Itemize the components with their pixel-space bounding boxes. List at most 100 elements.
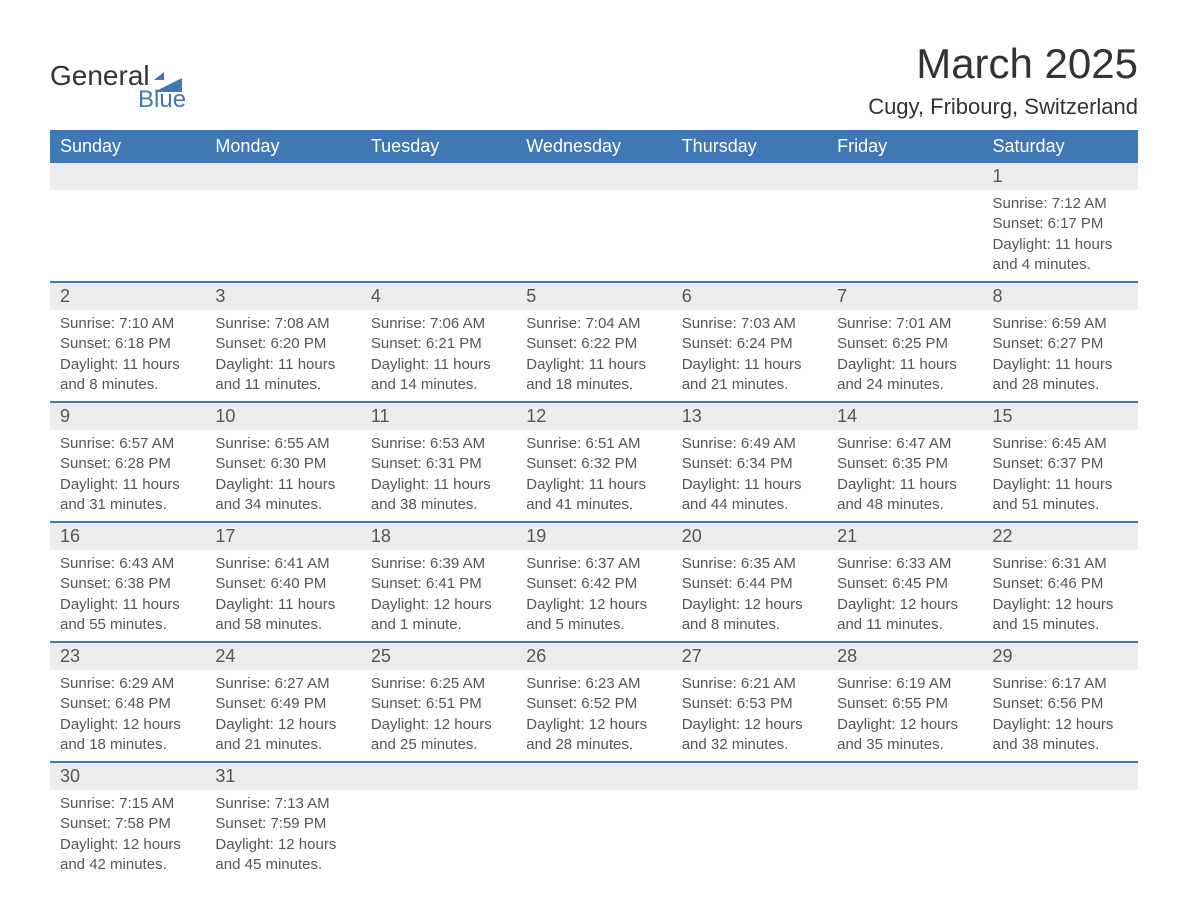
day-number-cell: 29 bbox=[983, 642, 1138, 670]
day-number-cell: 25 bbox=[361, 642, 516, 670]
daylight-line: Daylight: 11 hours and 24 minutes. bbox=[837, 355, 972, 396]
day-detail-cell: Sunrise: 6:25 AMSunset: 6:51 PMDaylight:… bbox=[361, 670, 516, 762]
detail-row: Sunrise: 6:29 AMSunset: 6:48 PMDaylight:… bbox=[50, 670, 1138, 762]
day-detail-cell bbox=[672, 790, 827, 881]
day-detail-cell: Sunrise: 6:29 AMSunset: 6:48 PMDaylight:… bbox=[50, 670, 205, 762]
day-number-cell: 18 bbox=[361, 522, 516, 550]
day-number-cell: 7 bbox=[827, 282, 982, 310]
day-number-cell: 17 bbox=[205, 522, 360, 550]
day-detail-cell: Sunrise: 6:59 AMSunset: 6:27 PMDaylight:… bbox=[983, 310, 1138, 402]
daylight-line: Daylight: 12 hours and 21 minutes. bbox=[215, 715, 350, 756]
detail-row: Sunrise: 7:12 AMSunset: 6:17 PMDaylight:… bbox=[50, 190, 1138, 282]
day-detail-cell: Sunrise: 6:57 AMSunset: 6:28 PMDaylight:… bbox=[50, 430, 205, 522]
day-detail-cell: Sunrise: 6:21 AMSunset: 6:53 PMDaylight:… bbox=[672, 670, 827, 762]
daylight-line: Daylight: 12 hours and 35 minutes. bbox=[837, 715, 972, 756]
day-number-cell: 6 bbox=[672, 282, 827, 310]
sunset-line: Sunset: 6:24 PM bbox=[682, 334, 817, 354]
sunset-line: Sunset: 6:46 PM bbox=[993, 574, 1128, 594]
sunset-line: Sunset: 6:45 PM bbox=[837, 574, 972, 594]
sunset-line: Sunset: 6:37 PM bbox=[993, 454, 1128, 474]
sunset-line: Sunset: 6:31 PM bbox=[371, 454, 506, 474]
day-detail-cell: Sunrise: 7:03 AMSunset: 6:24 PMDaylight:… bbox=[672, 310, 827, 402]
day-number-cell: 5 bbox=[516, 282, 671, 310]
day-number-cell: 21 bbox=[827, 522, 982, 550]
day-detail-cell bbox=[361, 790, 516, 881]
day-detail-cell: Sunrise: 6:33 AMSunset: 6:45 PMDaylight:… bbox=[827, 550, 982, 642]
sunrise-line: Sunrise: 6:21 AM bbox=[682, 674, 817, 694]
sunrise-line: Sunrise: 6:37 AM bbox=[526, 554, 661, 574]
sunset-line: Sunset: 6:40 PM bbox=[215, 574, 350, 594]
daylight-line: Daylight: 11 hours and 51 minutes. bbox=[993, 475, 1128, 516]
sunrise-line: Sunrise: 6:47 AM bbox=[837, 434, 972, 454]
sunset-line: Sunset: 6:42 PM bbox=[526, 574, 661, 594]
sunrise-line: Sunrise: 6:57 AM bbox=[60, 434, 195, 454]
daylight-line: Daylight: 11 hours and 4 minutes. bbox=[993, 235, 1128, 276]
sunrise-line: Sunrise: 7:01 AM bbox=[837, 314, 972, 334]
day-number-cell: 8 bbox=[983, 282, 1138, 310]
sunset-line: Sunset: 6:35 PM bbox=[837, 454, 972, 474]
sunrise-line: Sunrise: 6:35 AM bbox=[682, 554, 817, 574]
day-number-cell bbox=[205, 163, 360, 190]
daynum-row: 2345678 bbox=[50, 282, 1138, 310]
day-detail-cell bbox=[50, 190, 205, 282]
logo-top-row: General bbox=[50, 60, 182, 92]
day-number-cell bbox=[672, 762, 827, 790]
daynum-row: 16171819202122 bbox=[50, 522, 1138, 550]
calendar-table: Sunday Monday Tuesday Wednesday Thursday… bbox=[50, 130, 1138, 881]
sunrise-line: Sunrise: 7:15 AM bbox=[60, 794, 195, 814]
location: Cugy, Fribourg, Switzerland bbox=[868, 94, 1138, 120]
daylight-line: Daylight: 11 hours and 11 minutes. bbox=[215, 355, 350, 396]
sunrise-line: Sunrise: 6:19 AM bbox=[837, 674, 972, 694]
day-number-cell bbox=[983, 762, 1138, 790]
day-detail-cell: Sunrise: 6:37 AMSunset: 6:42 PMDaylight:… bbox=[516, 550, 671, 642]
day-detail-cell: Sunrise: 6:47 AMSunset: 6:35 PMDaylight:… bbox=[827, 430, 982, 522]
day-number-cell: 20 bbox=[672, 522, 827, 550]
daylight-line: Daylight: 11 hours and 38 minutes. bbox=[371, 475, 506, 516]
day-number-cell: 10 bbox=[205, 402, 360, 430]
day-detail-cell: Sunrise: 7:15 AMSunset: 7:58 PMDaylight:… bbox=[50, 790, 205, 881]
daylight-line: Daylight: 12 hours and 11 minutes. bbox=[837, 595, 972, 636]
daynum-row: 23242526272829 bbox=[50, 642, 1138, 670]
daylight-line: Daylight: 11 hours and 18 minutes. bbox=[526, 355, 661, 396]
detail-row: Sunrise: 7:10 AMSunset: 6:18 PMDaylight:… bbox=[50, 310, 1138, 402]
sunset-line: Sunset: 6:17 PM bbox=[993, 214, 1128, 234]
daylight-line: Daylight: 12 hours and 1 minute. bbox=[371, 595, 506, 636]
daylight-line: Daylight: 12 hours and 42 minutes. bbox=[60, 835, 195, 876]
day-detail-cell: Sunrise: 6:19 AMSunset: 6:55 PMDaylight:… bbox=[827, 670, 982, 762]
daylight-line: Daylight: 12 hours and 25 minutes. bbox=[371, 715, 506, 756]
daylight-line: Daylight: 11 hours and 48 minutes. bbox=[837, 475, 972, 516]
day-detail-cell bbox=[983, 790, 1138, 881]
day-number-cell bbox=[672, 163, 827, 190]
sunset-line: Sunset: 6:44 PM bbox=[682, 574, 817, 594]
sunset-line: Sunset: 6:22 PM bbox=[526, 334, 661, 354]
detail-row: Sunrise: 7:15 AMSunset: 7:58 PMDaylight:… bbox=[50, 790, 1138, 881]
daynum-row: 9101112131415 bbox=[50, 402, 1138, 430]
day-detail-cell: Sunrise: 7:01 AMSunset: 6:25 PMDaylight:… bbox=[827, 310, 982, 402]
daylight-line: Daylight: 11 hours and 34 minutes. bbox=[215, 475, 350, 516]
daylight-line: Daylight: 11 hours and 14 minutes. bbox=[371, 355, 506, 396]
sunset-line: Sunset: 6:41 PM bbox=[371, 574, 506, 594]
logo: General Blue bbox=[50, 60, 186, 114]
day-detail-cell: Sunrise: 6:39 AMSunset: 6:41 PMDaylight:… bbox=[361, 550, 516, 642]
day-number-cell bbox=[50, 163, 205, 190]
day-number-cell: 28 bbox=[827, 642, 982, 670]
day-detail-cell: Sunrise: 6:51 AMSunset: 6:32 PMDaylight:… bbox=[516, 430, 671, 522]
day-number-cell bbox=[827, 163, 982, 190]
day-detail-cell: Sunrise: 6:53 AMSunset: 6:31 PMDaylight:… bbox=[361, 430, 516, 522]
day-detail-cell: Sunrise: 6:49 AMSunset: 6:34 PMDaylight:… bbox=[672, 430, 827, 522]
sunrise-line: Sunrise: 6:31 AM bbox=[993, 554, 1128, 574]
sunrise-line: Sunrise: 7:03 AM bbox=[682, 314, 817, 334]
daylight-line: Daylight: 11 hours and 41 minutes. bbox=[526, 475, 661, 516]
sunset-line: Sunset: 7:59 PM bbox=[215, 814, 350, 834]
day-detail-cell bbox=[205, 190, 360, 282]
sunset-line: Sunset: 6:34 PM bbox=[682, 454, 817, 474]
day-detail-cell: Sunrise: 6:55 AMSunset: 6:30 PMDaylight:… bbox=[205, 430, 360, 522]
sunset-line: Sunset: 6:18 PM bbox=[60, 334, 195, 354]
daylight-line: Daylight: 12 hours and 45 minutes. bbox=[215, 835, 350, 876]
day-number-cell: 16 bbox=[50, 522, 205, 550]
day-detail-cell: Sunrise: 6:45 AMSunset: 6:37 PMDaylight:… bbox=[983, 430, 1138, 522]
daylight-line: Daylight: 12 hours and 5 minutes. bbox=[526, 595, 661, 636]
sunset-line: Sunset: 6:53 PM bbox=[682, 694, 817, 714]
day-detail-cell: Sunrise: 6:41 AMSunset: 6:40 PMDaylight:… bbox=[205, 550, 360, 642]
day-number-cell bbox=[361, 762, 516, 790]
